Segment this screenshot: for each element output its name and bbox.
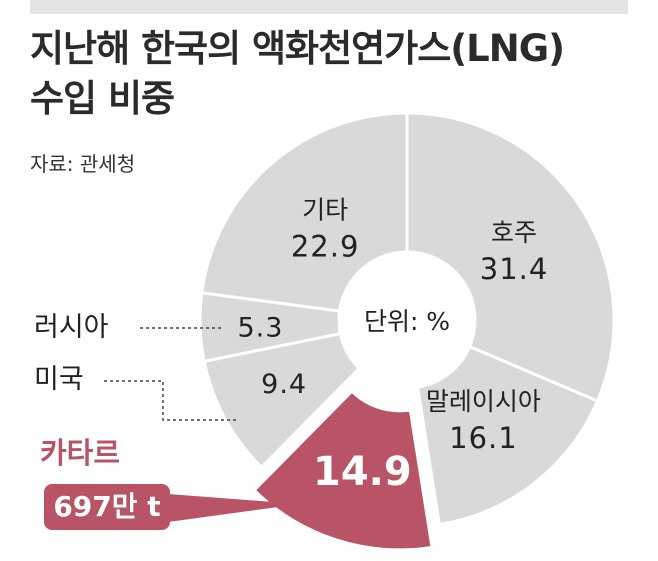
chart-title: 지난해 한국의 액화천연가스(LNG) 수입 비중	[30, 27, 565, 120]
pie-slice-3	[202, 331, 362, 470]
slice-name-label-5: 기타	[302, 196, 348, 225]
source-note: 자료: 관세청	[30, 152, 136, 176]
top-divider	[30, 0, 628, 14]
slice-labels: 호주 31.4 말레이시아 16.1 14.9 9.4 5.3 기타 22.9	[237, 196, 549, 495]
leader-line-usa	[104, 380, 238, 421]
unit-label: 단위: %	[364, 307, 450, 336]
slice-name-label-0: 호주	[491, 218, 537, 247]
slice-value-label-5: 22.9	[291, 230, 360, 264]
pie-slice-1	[415, 344, 600, 527]
slice-value-label-3: 9.4	[261, 369, 307, 400]
slice-value-label-1: 16.1	[449, 421, 518, 455]
slice-value-label-4: 5.3	[237, 313, 283, 344]
pie-slice-0	[405, 111, 616, 403]
slice-value-label-0: 31.4	[480, 252, 549, 286]
label-russia: 러시아	[34, 312, 109, 343]
callout-pointer	[168, 494, 300, 522]
pie-slice-5	[200, 111, 409, 313]
slices-group	[198, 111, 616, 552]
label-usa: 미국	[34, 364, 84, 395]
slice-value-label-2: 14.9	[313, 449, 412, 495]
label-qatar: 카타르	[40, 436, 121, 470]
qatar-volume-callout: 697만 t	[44, 484, 170, 530]
slice-name-label-1: 말레이시아	[426, 387, 541, 416]
leader-lines	[104, 327, 300, 522]
